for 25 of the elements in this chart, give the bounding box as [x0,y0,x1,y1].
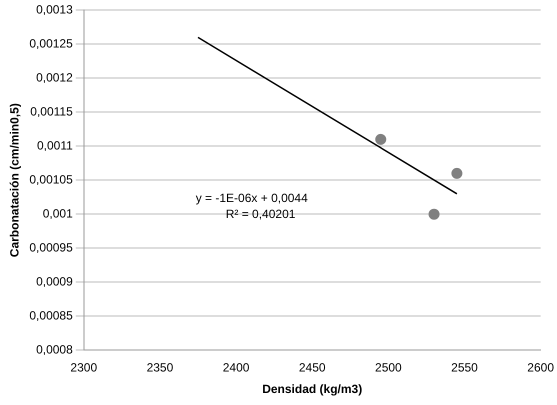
x-tick-label: 2350 [146,360,174,375]
y-tick-label: 0,00105 [29,172,74,187]
x-tick-label: 2400 [222,360,250,375]
y-tick-label: 0,00115 [30,104,74,119]
annotation: R² = 0,40201 [226,207,296,222]
y-tick-label: 0,00095 [29,240,74,255]
y-tick-label: 0,0008 [36,342,74,357]
y-tick-label: 0,00085 [29,308,74,323]
x-tick-label: 2300 [70,360,98,375]
y-tick-label: 0,0013 [36,2,74,17]
point [375,134,386,145]
y-tick-label: 0,0009 [36,274,74,289]
annotation: y = -1E-06x + 0,0044 [196,191,308,206]
point [428,208,440,220]
point [451,168,462,179]
y-axis-title: Carbonatación (cm/min0,5) [8,103,22,258]
x-tick-label: 2550 [451,360,478,375]
x-tick-label: 2500 [375,360,402,375]
y-tick-label: 0,0012 [36,70,74,85]
y-tick-label: 0,00125 [29,36,74,51]
y-tick-label: 0,001 [42,206,74,221]
x-axis-title: Densidad (kg/m3) [262,382,362,396]
x-tick-label: 2450 [298,360,326,375]
y-tick-label: 0,0011 [36,138,74,153]
x-tick-label: 2600 [527,360,554,375]
